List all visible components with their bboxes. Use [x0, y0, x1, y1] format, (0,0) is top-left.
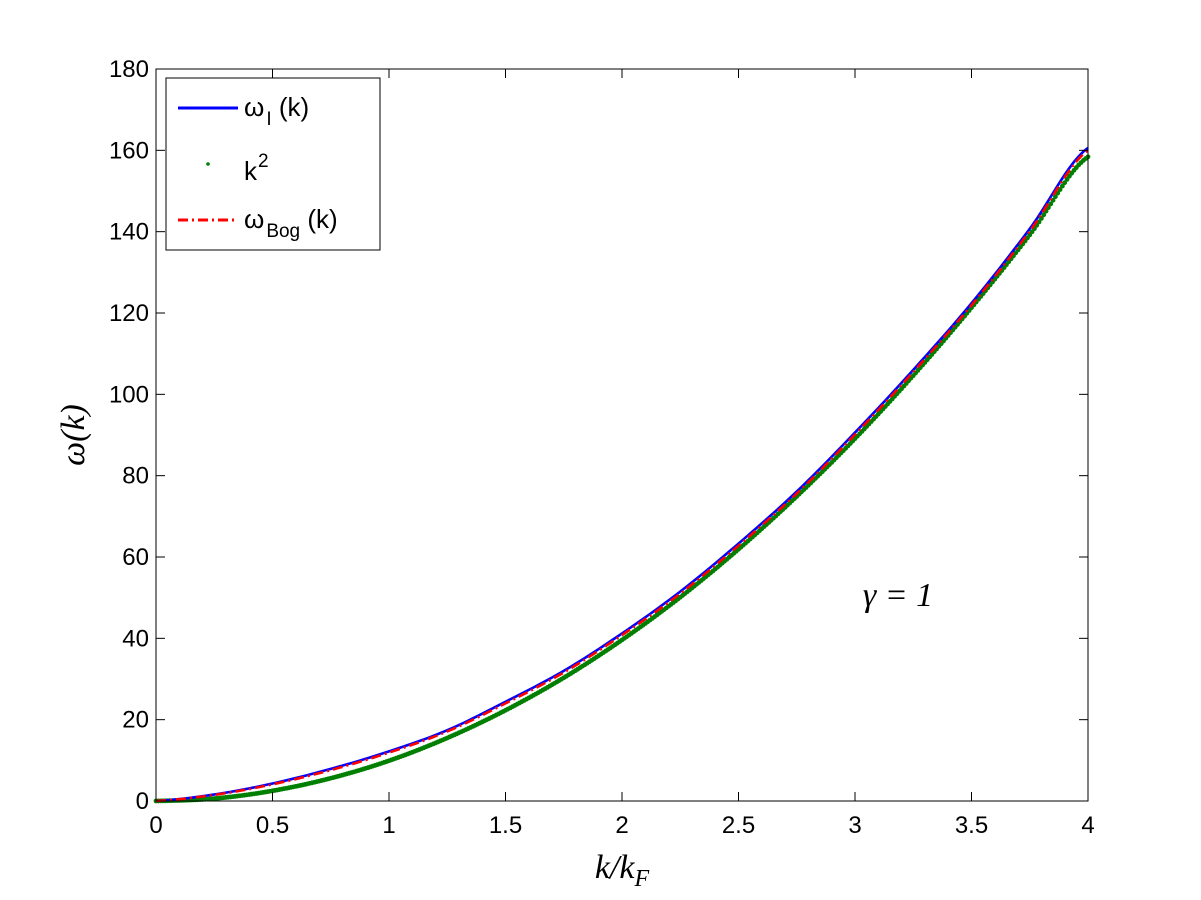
- x-tick-label: 0.5: [256, 812, 289, 839]
- series-omega-i: [155, 146, 1089, 803]
- legend-label-omega-bog: ω Bog (k): [244, 204, 338, 242]
- gamma-annotation: γ = 1: [863, 577, 933, 614]
- series-line-omega-i: [155, 146, 1089, 803]
- y-tick-label: 100: [109, 381, 149, 408]
- legend-label-k2: k2: [244, 151, 269, 186]
- data-point: [1036, 219, 1042, 225]
- y-tick-label: 40: [122, 625, 149, 652]
- x-tick-label: 1.5: [489, 812, 522, 839]
- y-tick-label: 60: [122, 544, 149, 571]
- y-tick-label: 120: [109, 300, 149, 327]
- x-axis-label: k/kF: [595, 849, 650, 892]
- data-point: [1048, 201, 1054, 207]
- y-tick-label: 80: [122, 463, 149, 490]
- x-tick-label: 2.5: [722, 812, 755, 839]
- x-tick-label: 1: [382, 812, 395, 839]
- data-point: [1041, 212, 1047, 218]
- x-tick-label: 2: [615, 812, 628, 839]
- legend-item-k2: k2: [206, 151, 269, 186]
- legend-swatch-k2: [206, 162, 210, 166]
- x-tick-label: 3: [848, 812, 861, 839]
- series-line-omega-bog: [155, 149, 1089, 803]
- y-axis-label: ω(k): [55, 404, 92, 466]
- x-tick-label: 3.5: [955, 812, 988, 839]
- data-point: [1059, 183, 1065, 189]
- x-tick-label: 0: [149, 812, 162, 839]
- y-tick-label: 20: [122, 707, 149, 734]
- y-tick-label: 0: [136, 788, 149, 815]
- series-omega-bog: [155, 149, 1089, 803]
- y-tick-label: 160: [109, 137, 149, 164]
- y-tick-label: 180: [109, 56, 149, 83]
- legend-item-omega-bog: ω Bog (k): [178, 204, 338, 242]
- axis-ticks: 0 0.5 1 1.5 2 2.5 3 3.5 402040608010012014016018…: [109, 56, 1095, 839]
- series-k2: [153, 154, 1091, 804]
- y-tick-label: 140: [109, 219, 149, 246]
- x-tick-label: 4: [1081, 812, 1094, 839]
